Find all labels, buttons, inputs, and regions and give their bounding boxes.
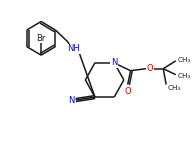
Text: CH₃: CH₃	[178, 57, 191, 63]
Text: N: N	[68, 96, 74, 105]
Text: N: N	[111, 58, 117, 67]
Text: O: O	[146, 64, 153, 73]
Text: O: O	[124, 87, 131, 96]
Text: NH: NH	[67, 44, 80, 53]
Text: Br: Br	[36, 34, 46, 43]
Text: CH₃: CH₃	[168, 85, 181, 90]
Text: CH₃: CH₃	[178, 73, 191, 79]
